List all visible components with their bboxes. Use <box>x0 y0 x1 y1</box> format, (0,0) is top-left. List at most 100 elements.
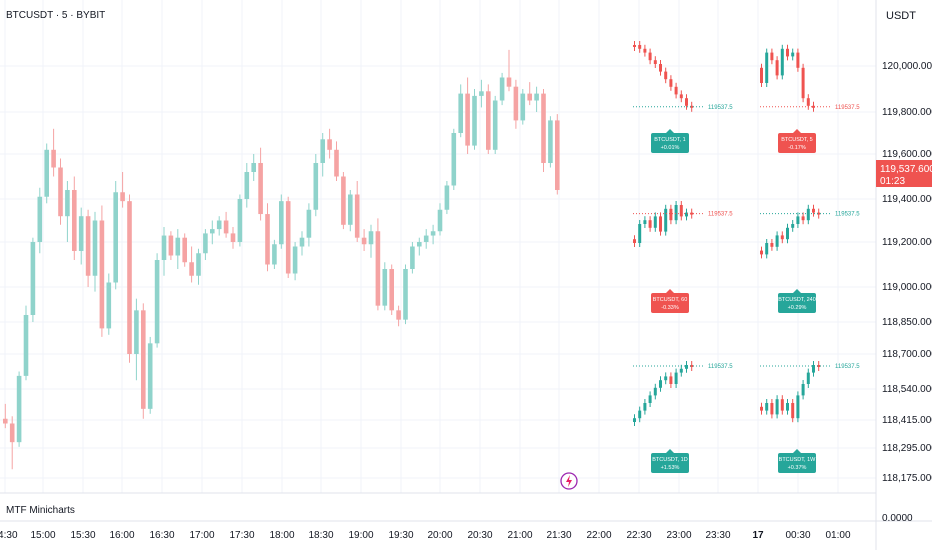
candle <box>292 246 298 274</box>
symbol-title[interactable]: BTCUSDT · 5 · BYBIT <box>6 10 106 21</box>
currency-label[interactable]: USDT <box>886 10 916 22</box>
candle <box>375 231 381 306</box>
minichart-candle <box>674 372 678 384</box>
minichart-badge-change: +1.53% <box>661 465 680 471</box>
price-tick-label: 118,540.0000 <box>882 384 932 395</box>
minichart-last-label: 119537.5 <box>835 212 860 218</box>
minichart-candle <box>690 365 694 367</box>
time-tick-label: 19:00 <box>348 530 373 541</box>
time-tick-label: 18:30 <box>308 530 333 541</box>
candle <box>182 237 187 263</box>
minichart-candle <box>659 64 662 72</box>
minichart-candle <box>770 243 774 247</box>
minichart-badge-title: BTCUSDT, 1 <box>654 137 685 143</box>
candle <box>120 192 125 202</box>
candle <box>99 220 105 329</box>
candle <box>265 214 270 265</box>
minichart-candle <box>679 205 683 217</box>
minichart-candle <box>760 250 763 255</box>
minichart-candle <box>791 52 795 57</box>
minichart-badge <box>651 453 689 473</box>
time-tick-label: 22:00 <box>586 530 611 541</box>
candle <box>513 86 519 121</box>
candle <box>327 139 332 150</box>
minichart-candle <box>796 216 800 224</box>
minichart-badge-change: +0.37% <box>788 465 807 471</box>
minichart-candle <box>648 52 652 61</box>
candle <box>492 100 498 150</box>
minichart-badge-change: -0.33% <box>661 305 679 311</box>
candle <box>299 237 305 247</box>
candle <box>320 139 325 163</box>
price-tick-label: 119,400.0000 <box>882 194 932 205</box>
time-tick-label: 17:00 <box>189 530 214 541</box>
minichart-candle <box>690 105 694 108</box>
candle <box>313 163 319 210</box>
minichart-candle <box>817 365 821 367</box>
minichart-candle <box>669 208 673 221</box>
minichart-candle <box>791 224 795 228</box>
time-tick-label: 15:30 <box>70 530 95 541</box>
candle <box>258 163 263 215</box>
candle <box>147 343 153 409</box>
minichart-candle <box>659 216 662 232</box>
minichart-candle <box>653 387 657 396</box>
lightning-icon[interactable] <box>560 472 578 490</box>
candle <box>451 133 457 186</box>
candle <box>237 199 243 242</box>
candle <box>251 163 256 172</box>
candle <box>396 310 401 320</box>
minichart-last-label: 119537.5 <box>835 105 860 111</box>
minichart-candle <box>765 52 769 83</box>
minichart-candle <box>664 376 668 381</box>
candle <box>85 216 91 276</box>
time-tick-label: 19:30 <box>388 530 413 541</box>
candle <box>472 95 477 146</box>
candle <box>154 260 160 344</box>
indicator-title[interactable]: MTF Minicharts <box>6 505 75 516</box>
minichart-candle <box>786 403 789 411</box>
candle <box>203 233 208 254</box>
candle <box>216 220 222 230</box>
minichart-last-label: 119537.5 <box>708 212 733 218</box>
candle <box>175 237 181 256</box>
candle <box>189 262 194 276</box>
candle <box>368 231 374 245</box>
minichart-candle <box>806 208 810 221</box>
candle <box>58 167 63 217</box>
candle <box>430 231 436 236</box>
minichart-candle <box>796 395 800 419</box>
minichart-candle <box>659 380 662 388</box>
candle <box>389 269 394 311</box>
price-tick-label: 118,700.0000 <box>882 349 932 360</box>
candle <box>23 315 29 376</box>
current-price-tag <box>876 160 932 187</box>
minichart-candle <box>801 384 805 396</box>
candle <box>127 201 132 354</box>
minichart-candle <box>685 212 688 217</box>
candle <box>44 149 49 197</box>
candle <box>410 246 415 269</box>
minichart-candle <box>653 60 657 64</box>
minichart-candle <box>633 45 636 47</box>
price-tick-label: 120,000.0000 <box>882 61 932 72</box>
time-tick-label: 17 <box>752 530 764 541</box>
time-tick-label: 15:00 <box>30 530 55 541</box>
minichart-last-label: 119537.5 <box>708 364 733 370</box>
minichart-candle <box>801 216 805 221</box>
minichart-candle <box>679 368 683 373</box>
time-tick-label: 23:00 <box>666 530 691 541</box>
minichart-candle <box>817 212 821 215</box>
minichart-candle <box>643 220 647 224</box>
candle <box>223 220 229 234</box>
minichart-candle <box>812 208 815 213</box>
minichart-badge-change: +0.29% <box>788 305 807 311</box>
minichart-candle <box>786 227 789 240</box>
minichart-candle <box>643 48 647 53</box>
minichart-badge <box>778 293 816 313</box>
candle <box>548 120 553 163</box>
time-tick-label: 16:30 <box>149 530 174 541</box>
price-tick-label: 119,800.0000 <box>882 107 932 118</box>
